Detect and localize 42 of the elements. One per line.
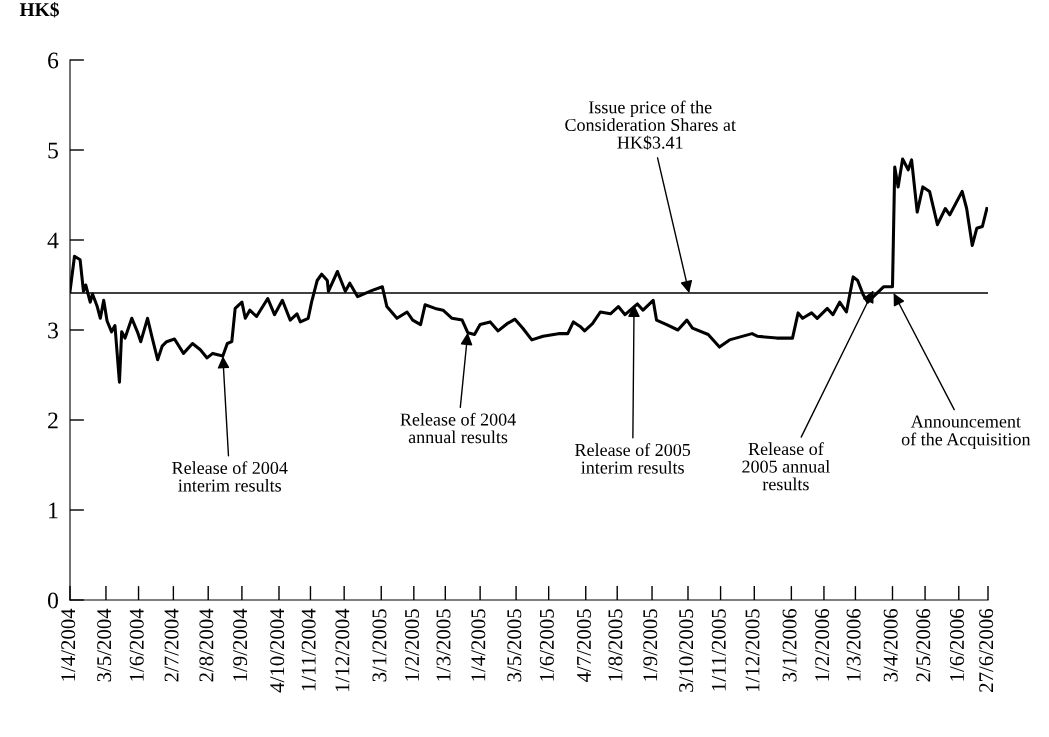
x-tick-label: 1/3/2006	[846, 608, 861, 681]
annotation: Release of 2004 annual results	[400, 412, 516, 444]
annotation: Issue price of the Consideration Shares at HK$3.41	[565, 100, 736, 150]
y-axis-title: HK$	[19, 2, 59, 18]
annotation: Announcement of the Acquisition	[901, 415, 1031, 450]
x-tick-label: 3/5/2005	[507, 609, 522, 682]
x-tick-label: 1/2/2005	[404, 609, 420, 681]
y-tick-label: 0	[47, 592, 58, 609]
x-tick-label: 1/8/2005	[608, 609, 623, 681]
x-tick-label: 1/12/2005	[745, 609, 760, 691]
x-tick-label: 3/1/2005	[372, 609, 387, 682]
x-tick-label: 1/4/2004	[61, 608, 76, 681]
annotation: Release of 2005 interim results	[575, 443, 691, 474]
x-tick-label: 3/10/2005	[679, 609, 694, 692]
x-tick-label: 1/6/2005	[539, 609, 554, 681]
y-tick-label: 4	[47, 232, 59, 249]
y-tick-label: 5	[48, 142, 58, 159]
x-tick-label: 27/6/2006	[979, 608, 994, 692]
x-tick-label: 3/4/2006	[883, 608, 898, 682]
x-tick-label: 4/7/2005	[576, 609, 591, 682]
x-tick-label: 1/6/2004	[129, 608, 144, 681]
x-tick-label: 3/1/2006	[782, 608, 797, 682]
x-tick-label: 1/11/2004	[301, 608, 316, 691]
y-tick-label: 1	[49, 502, 58, 519]
y-tick-label: 6	[48, 52, 59, 69]
x-tick-label: 1/4/2005	[471, 609, 486, 681]
x-tick-label: 2/5/2006	[916, 608, 931, 682]
annotation: Release of 2005 annual results	[742, 442, 830, 491]
x-tick-label: 2/7/2004	[164, 608, 179, 682]
x-tick-label: 1/9/2004	[233, 608, 248, 681]
y-tick-label: 3	[48, 322, 58, 339]
y-tick-label: 2	[48, 412, 58, 429]
x-tick-label: 2/8/2004	[199, 608, 214, 682]
x-tick-label: 1/11/2005	[711, 609, 726, 691]
x-tick-label: 1/12/2004	[335, 608, 350, 691]
x-tick-label: 1/2/2006	[815, 608, 830, 681]
annotation: Release of 2004 interim results	[172, 461, 288, 492]
x-tick-label: 3/5/2004	[97, 608, 112, 682]
x-tick-label: 1/9/2005	[643, 609, 658, 681]
x-tick-label: 1/3/2005	[436, 609, 451, 681]
x-tick-label: 1/6/2006	[949, 608, 964, 681]
x-tick-label: 4/10/2004	[270, 608, 285, 693]
